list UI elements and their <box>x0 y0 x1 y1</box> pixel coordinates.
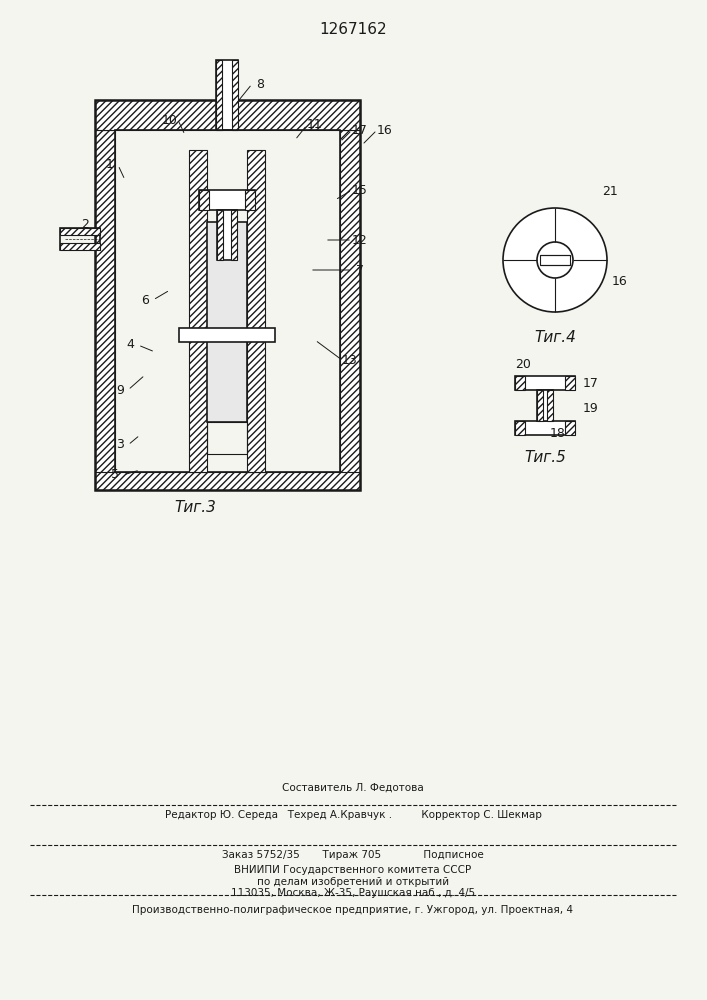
Bar <box>95 100 360 130</box>
Bar <box>540 255 570 265</box>
Bar <box>537 390 543 421</box>
Text: ВНИИПИ Государственного комитета СССР: ВНИИПИ Государственного комитета СССР <box>235 865 472 875</box>
Text: Заказ 5752/35       Тираж 705             Подписное: Заказ 5752/35 Тираж 705 Подписное <box>222 850 484 860</box>
Text: 20: 20 <box>515 358 531 371</box>
Text: 10: 10 <box>162 113 178 126</box>
Text: 7: 7 <box>356 263 364 276</box>
Bar <box>340 100 360 130</box>
Bar <box>179 328 275 342</box>
Bar <box>340 130 360 490</box>
Bar <box>247 150 265 472</box>
Text: 5: 5 <box>111 468 119 482</box>
Text: Редактор Ю. Середа   Техред А.Кравчук .         Корректор С. Шекмар: Редактор Ю. Середа Техред А.Кравчук . Ко… <box>165 810 542 820</box>
Text: Составитель Л. Федотова: Составитель Л. Федотова <box>282 783 424 793</box>
Bar <box>207 422 247 454</box>
Bar <box>231 210 237 260</box>
Text: 9: 9 <box>116 383 124 396</box>
Bar <box>515 376 575 390</box>
Bar <box>95 472 360 490</box>
Text: 6: 6 <box>141 294 149 306</box>
Bar <box>95 130 115 490</box>
Text: Τиг.5: Τиг.5 <box>524 450 566 465</box>
Bar <box>547 390 553 421</box>
Bar <box>217 210 237 260</box>
Text: Производственно-полиграфическое предприятие, г. Ужгород, ул. Проектная, 4: Производственно-полиграфическое предприя… <box>132 905 573 915</box>
Bar <box>565 421 575 435</box>
Bar <box>60 228 100 250</box>
Bar <box>95 100 360 490</box>
Bar <box>199 190 255 210</box>
Text: 3: 3 <box>116 438 124 452</box>
Text: 16: 16 <box>612 275 628 288</box>
Bar <box>515 376 525 390</box>
Text: 21: 21 <box>602 185 618 198</box>
Text: 17: 17 <box>352 123 368 136</box>
Bar <box>515 421 575 435</box>
Bar <box>537 390 553 421</box>
Text: 11: 11 <box>307 118 323 131</box>
Text: 1267162: 1267162 <box>319 22 387 37</box>
Bar <box>60 228 100 235</box>
Text: 8: 8 <box>256 78 264 91</box>
Bar <box>565 376 575 390</box>
Bar <box>216 60 222 130</box>
Text: 17: 17 <box>583 377 599 390</box>
Text: 2: 2 <box>81 219 89 232</box>
Text: по делам изобретений и открытий: по делам изобретений и открытий <box>257 877 449 887</box>
Bar <box>207 222 247 422</box>
Bar <box>217 210 223 260</box>
Bar <box>232 60 238 130</box>
Bar <box>216 60 238 130</box>
Circle shape <box>503 208 607 312</box>
Bar <box>95 100 115 130</box>
Bar <box>189 150 207 472</box>
Text: 15: 15 <box>352 184 368 196</box>
Text: 4: 4 <box>126 338 134 352</box>
Bar <box>245 190 255 210</box>
Text: 19: 19 <box>583 402 599 415</box>
Circle shape <box>537 242 573 278</box>
Text: 113035, Москва, Ж-35, Раушская наб., д. 4/5: 113035, Москва, Ж-35, Раушская наб., д. … <box>231 888 475 898</box>
Text: Τиг.3: Τиг.3 <box>174 500 216 515</box>
Bar <box>199 190 209 210</box>
Text: 18: 18 <box>550 427 566 440</box>
Bar <box>60 243 100 250</box>
Bar <box>515 421 525 435</box>
Text: 13: 13 <box>342 354 358 366</box>
Text: 16: 16 <box>377 123 393 136</box>
Text: 1: 1 <box>106 158 114 172</box>
Text: Τиг.4: Τиг.4 <box>534 330 576 345</box>
Bar <box>115 130 340 472</box>
Text: 12: 12 <box>352 233 368 246</box>
